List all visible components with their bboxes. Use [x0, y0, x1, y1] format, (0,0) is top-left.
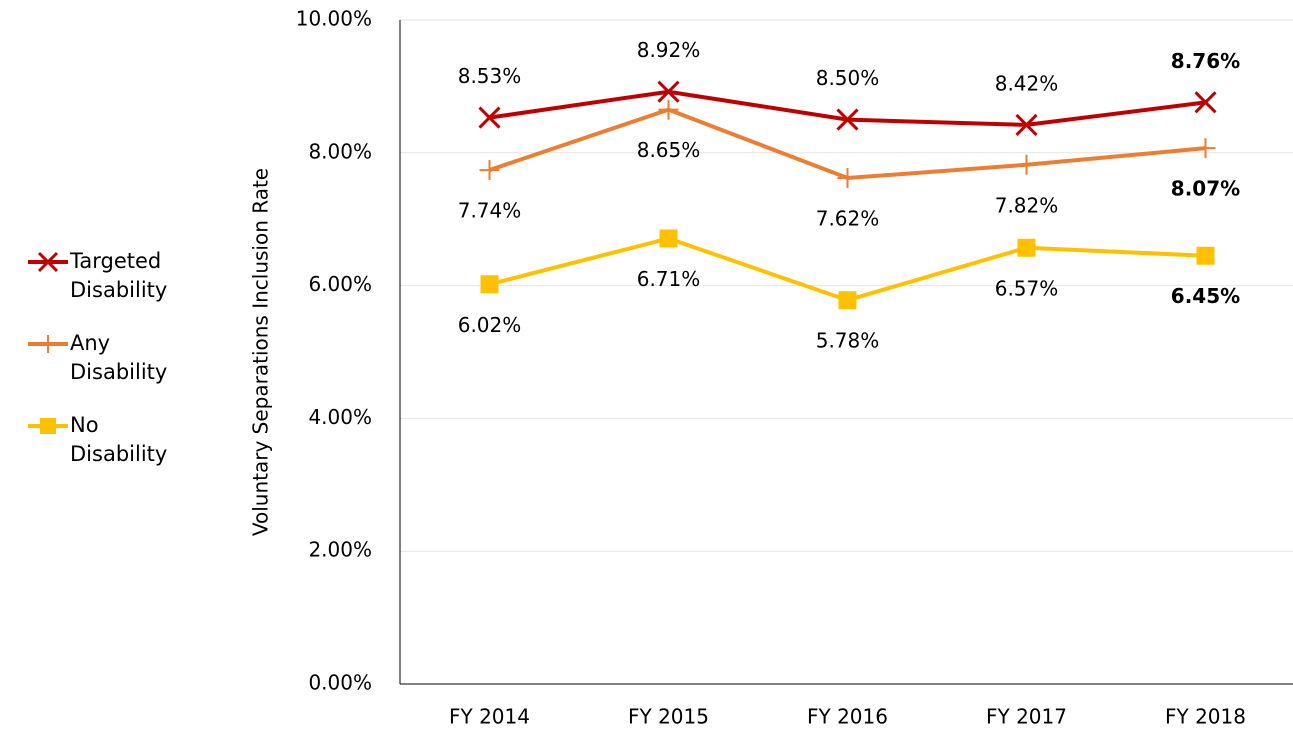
data-label: 6.45% — [1171, 284, 1240, 308]
marker-shape — [480, 275, 499, 294]
data-point — [658, 99, 679, 120]
data-point — [1196, 246, 1215, 265]
data-label: 7.74% — [458, 199, 522, 223]
data-point — [837, 168, 858, 189]
data-point — [659, 229, 678, 248]
data-label: 7.82% — [995, 193, 1059, 217]
marker-stroke — [1194, 91, 1217, 114]
data-point — [1017, 238, 1036, 257]
series-line — [489, 236, 1206, 303]
x-tick-label: FY 2018 — [1165, 705, 1246, 729]
marker-shape — [1017, 238, 1036, 257]
legend-key — [28, 418, 68, 434]
x-tick-label: FY 2016 — [807, 705, 888, 729]
marker-stroke — [478, 106, 501, 129]
data-point — [1015, 113, 1038, 136]
x-tick-label: FY 2014 — [449, 705, 530, 729]
legend-key — [28, 335, 68, 353]
data-point — [1194, 91, 1217, 114]
data-point — [480, 275, 499, 294]
legend-key — [28, 251, 68, 273]
x-tick-label: FY 2017 — [986, 705, 1067, 729]
data-point — [836, 108, 859, 131]
marker-stroke — [836, 108, 859, 131]
data-point — [478, 106, 501, 129]
data-label: 8.42% — [995, 71, 1059, 95]
marker-stroke — [37, 251, 59, 273]
data-point — [479, 160, 500, 181]
x-tick-label: FY 2015 — [628, 705, 709, 729]
y-tick-label: 2.00% — [308, 538, 372, 562]
data-label: 6.71% — [637, 267, 701, 291]
marker-shape — [1196, 246, 1215, 265]
data-label: 6.57% — [995, 276, 1059, 300]
marker-shape — [838, 291, 857, 310]
data-label: 8.92% — [637, 38, 701, 62]
data-label: 8.53% — [458, 64, 522, 88]
data-label: 7.62% — [816, 207, 880, 231]
data-label: 8.50% — [816, 66, 880, 90]
y-tick-label: 6.00% — [308, 272, 372, 296]
data-point — [1195, 138, 1216, 159]
data-label: 6.02% — [458, 313, 522, 337]
y-axis-label: Voluntary Separations Inclusion Rate — [249, 168, 273, 536]
data-point — [838, 291, 857, 310]
y-tick-label: 0.00% — [308, 671, 372, 695]
data-label: 5.78% — [816, 329, 880, 353]
marker-stroke — [657, 80, 680, 103]
legend-label: No Disability — [70, 413, 168, 466]
y-tick-label: 8.00% — [308, 139, 372, 163]
data-label: 8.65% — [637, 138, 701, 162]
marker-shape — [40, 418, 56, 434]
data-point — [1016, 154, 1037, 175]
data-label: 8.76% — [1171, 49, 1240, 73]
legend-label: Any Disability — [70, 331, 168, 384]
data-point — [657, 80, 680, 103]
marker-stroke — [1015, 113, 1038, 136]
legend-label: Targeted Disability — [70, 249, 168, 302]
y-tick-label: 10.00% — [296, 7, 372, 31]
y-tick-label: 4.00% — [308, 405, 372, 429]
data-label: 8.07% — [1171, 177, 1240, 201]
marker-shape — [659, 229, 678, 248]
